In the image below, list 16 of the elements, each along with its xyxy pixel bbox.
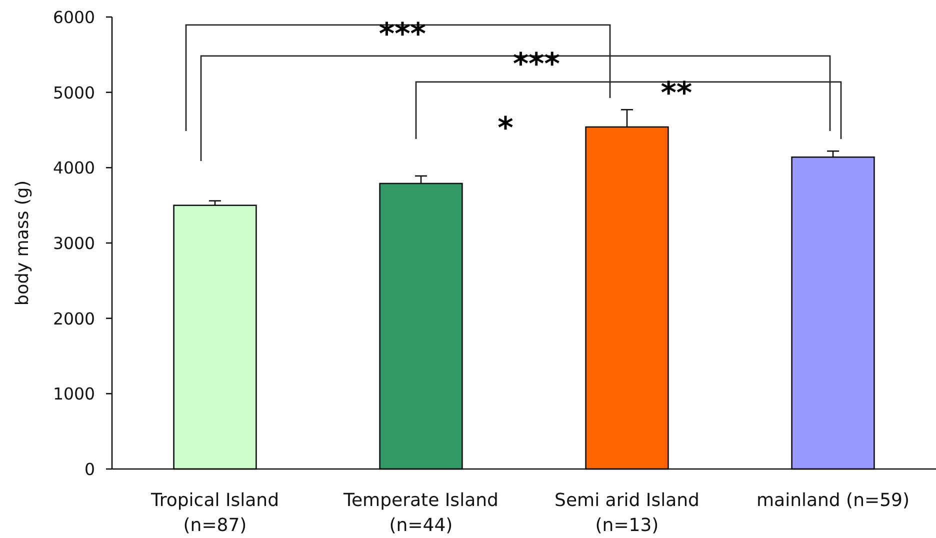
y-tick-label: 6000 — [53, 8, 95, 27]
y-axis-title: body mass (g) — [13, 180, 33, 306]
y-tick-label: 3000 — [53, 234, 95, 253]
annotation: * — [498, 111, 514, 146]
y-tick-label: 5000 — [53, 83, 95, 102]
annotation: ** — [660, 76, 692, 111]
x-tick-label: Semi arid Island (n=13) — [554, 490, 700, 536]
x-tick-label: Temperate Island (n=44) — [342, 490, 498, 536]
annotation: *** — [378, 17, 426, 52]
y-tick-label: 0 — [84, 460, 95, 479]
annotation: *** — [512, 46, 560, 82]
y-tick-label: 2000 — [53, 309, 95, 328]
x-tick-label: Tropical Island (n=87) — [150, 490, 279, 536]
y-tick-label: 1000 — [53, 384, 95, 404]
x-tick-label: mainland (n=59) — [756, 490, 910, 511]
y-tick-label: 4000 — [53, 158, 95, 178]
